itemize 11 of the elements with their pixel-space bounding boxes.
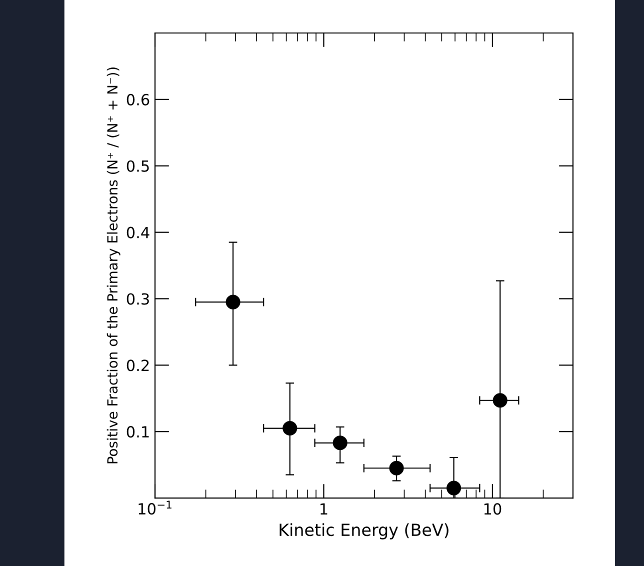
x-axis-title: Kinetic Energy (BeV): [280, 523, 448, 540]
y-axis-title: Positive Fraction of the Primary Electrons (N⁺ / (N⁺ + N⁻)): [106, 68, 120, 464]
y-tick-label: 0.1: [126, 426, 149, 438]
y-tick-label: 0.4: [126, 226, 150, 238]
y-tick-label: 0.3: [126, 293, 149, 305]
x-tick-label: 1: [320, 503, 328, 514]
y-tick-label: 0.5: [126, 160, 149, 172]
y-tick-label: 0.6: [126, 94, 150, 106]
x-tick-label: 10: [484, 503, 502, 515]
y-tick-label: 0.2: [126, 360, 149, 372]
x-tick-label: 10$^{−1}$: [138, 500, 172, 515]
